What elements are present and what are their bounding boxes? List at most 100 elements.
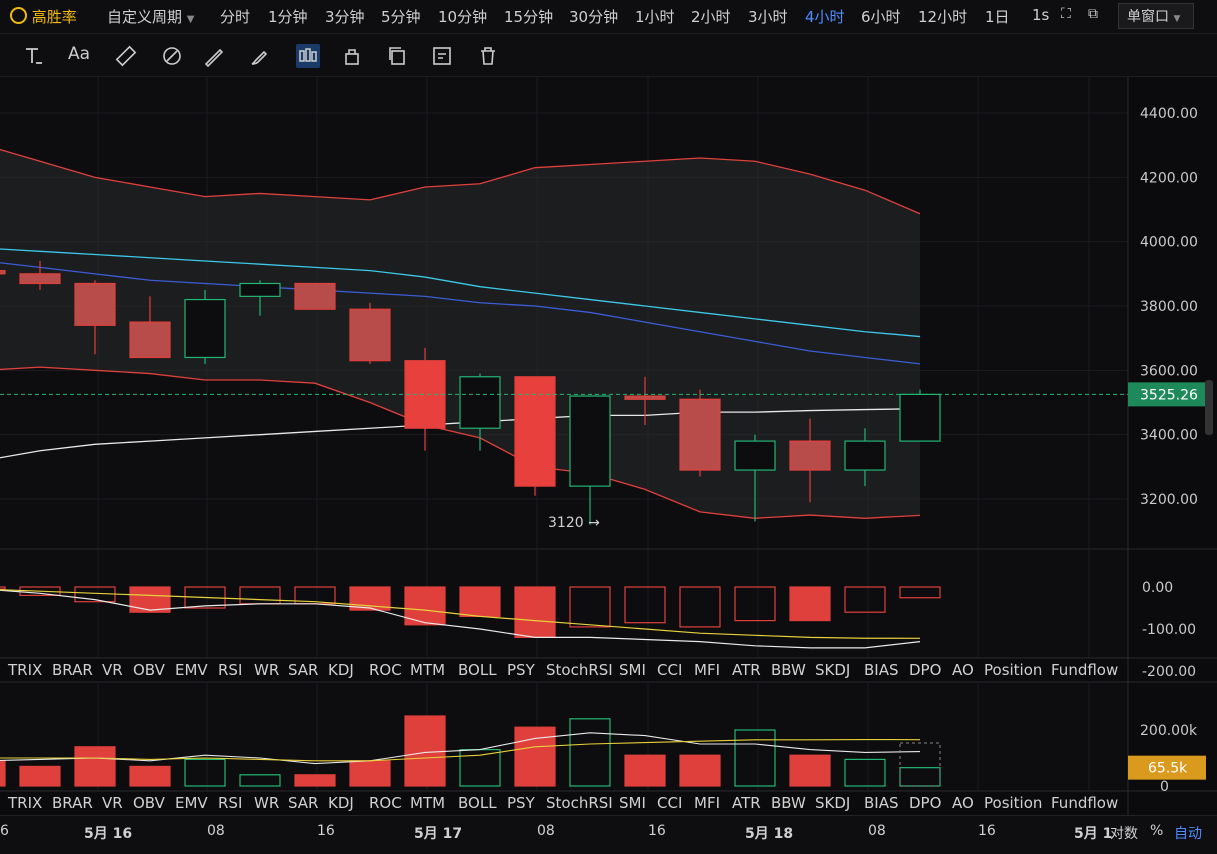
indicator-tab-kdj[interactable]: KDJ: [328, 661, 354, 679]
measure-tool-icon[interactable]: [160, 44, 184, 68]
indicator-tab-obv[interactable]: OBV: [133, 794, 165, 812]
volume-tick: 0: [1160, 779, 1169, 795]
indicator-tab-vr[interactable]: VR: [102, 794, 123, 812]
indicator-tab-cci[interactable]: CCI: [657, 794, 683, 812]
indicator-tab-stochrsi[interactable]: StochRSI: [546, 661, 613, 679]
period-4[interactable]: 10分钟: [438, 8, 488, 26]
period-10[interactable]: 4小时: [805, 8, 845, 26]
indicator-tab-position[interactable]: Position: [984, 794, 1043, 812]
macd-bar: [734, 586, 776, 622]
brand-button[interactable]: 高胜率: [10, 6, 77, 27]
indicator-tab-mfi[interactable]: MFI: [694, 661, 720, 679]
time-label: 16: [648, 823, 666, 839]
indicator-tab-fundflow[interactable]: Fundflow: [1051, 661, 1119, 679]
brush-tool-icon[interactable]: [248, 44, 272, 68]
indicator-tab-bias[interactable]: BIAS: [864, 661, 899, 679]
indicator-tab-atr[interactable]: ATR: [732, 661, 761, 679]
indicator-tab-roc[interactable]: ROC: [369, 794, 402, 812]
period-2[interactable]: 3分钟: [325, 8, 365, 26]
indicator-tab-wr[interactable]: WR: [254, 794, 280, 812]
indicator-tab-bbw[interactable]: BBW: [771, 794, 806, 812]
indicator-tab-skdj[interactable]: SKDJ: [815, 661, 851, 679]
indicator-tab-mfi[interactable]: MFI: [694, 794, 720, 812]
volume-bar: [679, 754, 721, 787]
indicator-tab-mtm[interactable]: MTM: [410, 661, 446, 679]
brand-label: 高胜率: [31, 8, 77, 26]
indicator-tab-position[interactable]: Position: [984, 661, 1043, 679]
text-tool-icon[interactable]: [22, 44, 46, 68]
period-9[interactable]: 3小时: [748, 8, 788, 26]
fullscreen-icon[interactable]: ⛶: [1061, 6, 1071, 22]
indicator-tab-vr[interactable]: VR: [102, 661, 123, 679]
indicator-tab-mtm[interactable]: MTM: [410, 794, 446, 812]
indicator-tab-wr[interactable]: WR: [254, 661, 280, 679]
custom-period-dropdown[interactable]: 自定义周期 ▼: [107, 6, 195, 27]
indicator-tab-roc[interactable]: ROC: [369, 661, 402, 679]
indicator-tab-cci[interactable]: CCI: [657, 661, 683, 679]
indicator-tab-skdj[interactable]: SKDJ: [815, 794, 851, 812]
indicator-tab-rsi[interactable]: RSI: [218, 661, 243, 679]
indicator-tab-bbw[interactable]: BBW: [771, 661, 806, 679]
indicator-tab-obv[interactable]: OBV: [133, 661, 165, 679]
indicator-tab-brar[interactable]: BRAR: [52, 794, 93, 812]
indicator-tab-bias[interactable]: BIAS: [864, 794, 899, 812]
period-1[interactable]: 1分钟: [268, 8, 308, 26]
candle: [19, 273, 61, 285]
volume-tag-text: 65.5k: [1148, 761, 1188, 777]
volume-bar: [514, 726, 556, 787]
period-6[interactable]: 30分钟: [569, 8, 619, 26]
indicator-tab-trix[interactable]: TRIX: [8, 794, 43, 812]
indicator-tab-kdj[interactable]: KDJ: [328, 794, 354, 812]
custom-period-label: 自定义周期: [107, 8, 183, 26]
indicator-tab-dpo[interactable]: DPO: [909, 794, 942, 812]
indicator-tab-fundflow[interactable]: Fundflow: [1051, 794, 1119, 812]
indicator-tab-boll[interactable]: BOLL: [458, 661, 497, 679]
macd-dif-line: [0, 589, 921, 649]
window-mode-dropdown[interactable]: 单窗口 ▼: [1118, 3, 1194, 29]
period-11[interactable]: 6小时: [861, 8, 901, 26]
trash-icon[interactable]: [476, 44, 500, 68]
macd-bar: [129, 586, 171, 613]
indicator-tab-atr[interactable]: ATR: [732, 794, 761, 812]
popout-icon[interactable]: ⧉: [1088, 6, 1098, 22]
period-13[interactable]: 1日: [985, 8, 1010, 26]
indicator-tab-ao[interactable]: AO: [952, 794, 974, 812]
indicator-tab-stochrsi[interactable]: StochRSI: [546, 794, 613, 812]
indicator-tab-smi[interactable]: SMI: [619, 794, 646, 812]
period-5[interactable]: 15分钟: [504, 8, 554, 26]
period-7[interactable]: 1小时: [635, 8, 675, 26]
indicator-tab-emv[interactable]: EMV: [175, 661, 208, 679]
indicator-tab-psy[interactable]: PSY: [507, 661, 535, 679]
pen-tool-icon[interactable]: [202, 44, 226, 68]
period-3[interactable]: 5分钟: [381, 8, 421, 26]
time-label: 6: [0, 823, 9, 839]
indicator-tab-trix[interactable]: TRIX: [8, 661, 43, 679]
percent-toggle[interactable]: %: [1150, 823, 1164, 839]
indicator-tab-dpo[interactable]: DPO: [909, 661, 942, 679]
indicator-tab-emv[interactable]: EMV: [175, 794, 208, 812]
indicator-tab-sar[interactable]: SAR: [288, 661, 319, 679]
candle: [349, 308, 391, 362]
indicator-tab-rsi[interactable]: RSI: [218, 794, 243, 812]
period-14[interactable]: 1s: [1032, 6, 1050, 24]
period-12[interactable]: 12小时: [918, 8, 968, 26]
font-tool-icon[interactable]: Aa: [68, 44, 91, 64]
candle-style-icon[interactable]: [296, 44, 320, 68]
indicator-tab-smi[interactable]: SMI: [619, 661, 646, 679]
indicator-tab-sar[interactable]: SAR: [288, 794, 319, 812]
ruler-tool-icon[interactable]: [114, 44, 138, 68]
log-scale-toggle[interactable]: 对数: [1110, 826, 1138, 842]
indicator-tab-psy[interactable]: PSY: [507, 794, 535, 812]
close-value: 3525.26: [122, 85, 178, 101]
macd-bar: [569, 586, 611, 628]
period-0[interactable]: 分时: [220, 8, 251, 26]
edit-tool-icon[interactable]: [430, 44, 454, 68]
indicator-tab-boll[interactable]: BOLL: [458, 794, 497, 812]
indicator-tab-brar[interactable]: BRAR: [52, 661, 93, 679]
indicator-tab-ao[interactable]: AO: [952, 661, 974, 679]
auto-scale-toggle[interactable]: 自动: [1174, 826, 1202, 842]
copy-tool-icon[interactable]: [385, 44, 409, 68]
period-8[interactable]: 2小时: [691, 8, 731, 26]
lock-tool-icon[interactable]: [340, 44, 364, 68]
